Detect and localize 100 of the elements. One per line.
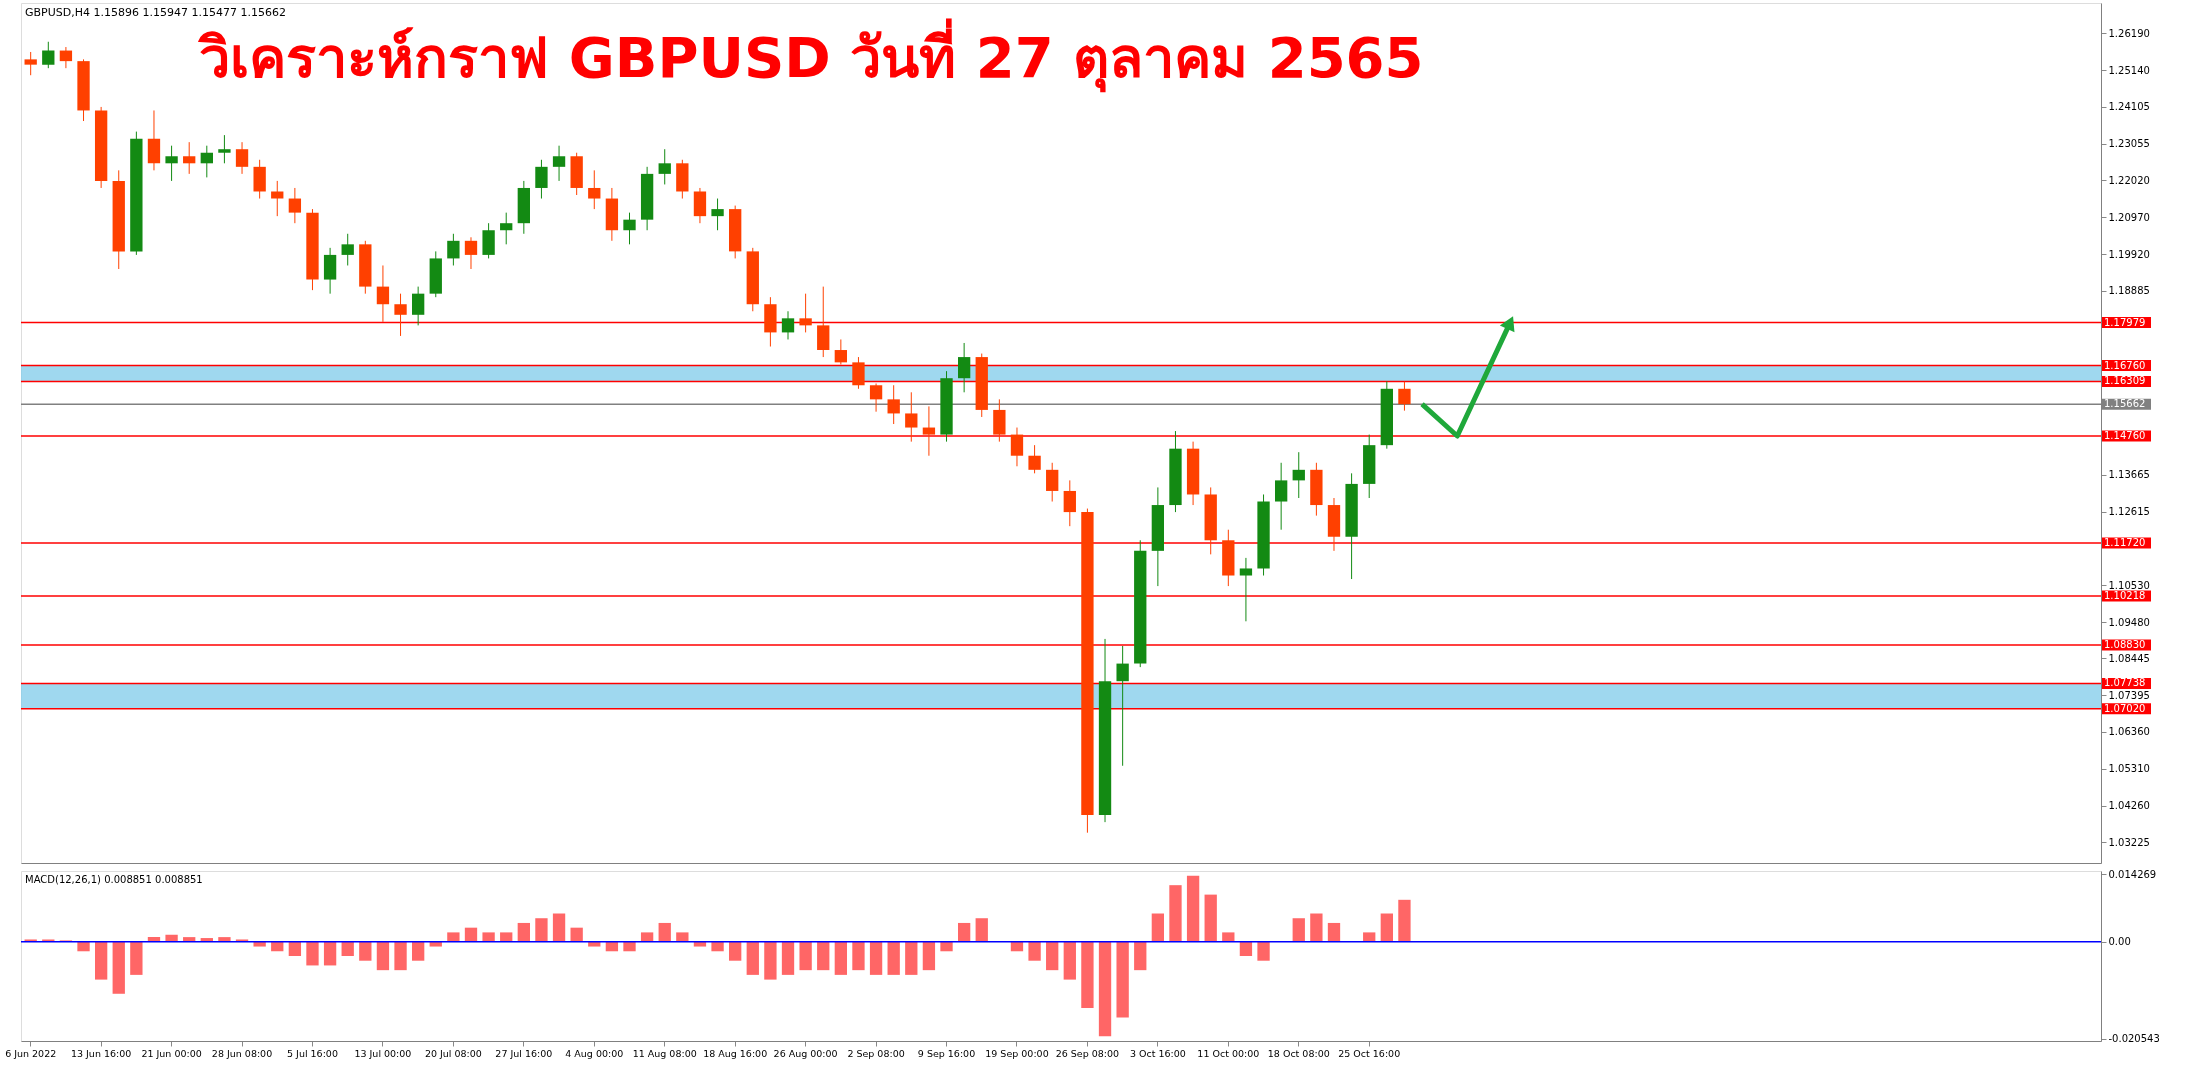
- candlestick: [887, 384, 900, 425]
- candlestick: [218, 134, 231, 164]
- ref-line-label: 1.11720: [2104, 537, 2146, 549]
- bar: [1116, 941, 1129, 1018]
- candlestick: [922, 405, 936, 457]
- candlestick: [235, 141, 249, 175]
- candlestick: [183, 141, 196, 175]
- x-tick-label: 13 Jun 16:00: [70, 1047, 132, 1059]
- bar: [376, 941, 390, 971]
- bar: [1028, 941, 1041, 961]
- candlestick: [464, 236, 478, 270]
- bar: [975, 918, 988, 942]
- bar: [817, 941, 830, 971]
- ref-line-label: 1.17979: [2104, 316, 2146, 328]
- candlestick: [42, 41, 55, 69]
- candlestick: [711, 198, 724, 231]
- candlestick: [200, 145, 213, 178]
- candlestick: [165, 145, 178, 182]
- x-tick-label: 21 Jun 00:00: [141, 1047, 202, 1059]
- ref-line-label: 1.16309: [2104, 375, 2146, 387]
- candlestick: [1046, 462, 1059, 503]
- x-tick-label: 25 Oct 16:00: [1338, 1047, 1401, 1059]
- candlestick: [411, 286, 425, 326]
- x-tick-label: 20 Jul 08:00: [424, 1047, 482, 1059]
- bar: [746, 941, 759, 975]
- bar: [922, 941, 936, 971]
- bar: [781, 941, 795, 975]
- bar: [905, 941, 918, 975]
- y-tick-label: 1.23055: [2108, 138, 2150, 150]
- y-tick-label: 1.05310: [2108, 763, 2150, 775]
- candlestick: [552, 145, 566, 182]
- bar: [869, 941, 883, 975]
- x-tick-label: 27 Jul 16:00: [495, 1047, 553, 1059]
- bar: [799, 941, 812, 971]
- candlestick: [834, 338, 848, 365]
- candlestick: [869, 383, 883, 413]
- y-tick-label: 1.10530: [2108, 579, 2150, 591]
- y-tick-label: 1.26190: [2108, 27, 2150, 39]
- bar: [764, 941, 777, 980]
- bar: [482, 932, 495, 942]
- bar: [1186, 875, 1200, 942]
- bar: [1169, 885, 1182, 942]
- bar: [676, 932, 689, 942]
- y-tick-label: 0.00: [2108, 936, 2131, 948]
- candlestick: [658, 148, 671, 185]
- bar: [517, 922, 530, 942]
- candlestick: [341, 233, 354, 266]
- bar: [887, 941, 900, 975]
- y-tick-label: 1.04260: [2108, 800, 2150, 812]
- candlestick: [623, 212, 636, 245]
- bar: [852, 941, 865, 971]
- bar: [359, 941, 372, 961]
- candlestick: [288, 187, 302, 224]
- candlestick: [852, 356, 865, 390]
- bar: [112, 941, 125, 994]
- x-tick-label: 26 Sep 08:00: [1055, 1047, 1120, 1059]
- bar: [535, 918, 548, 942]
- ref-line-label: 1.14760: [2104, 429, 2146, 441]
- x-tick-label: 19 Sep 00:00: [985, 1047, 1049, 1059]
- bar: [77, 941, 90, 952]
- y-tick-label: 1.22020: [2108, 174, 2150, 186]
- bar: [130, 941, 143, 975]
- candlestick: [905, 391, 918, 443]
- y-tick-label: 1.09480: [2108, 616, 2150, 628]
- bar: [1292, 918, 1305, 942]
- bar: [500, 932, 513, 942]
- ref-line-label: 1.16760: [2104, 359, 2146, 371]
- candlestick: [1398, 381, 1411, 412]
- bar: [306, 941, 319, 966]
- bar: [1204, 894, 1217, 942]
- bar: [1257, 941, 1270, 961]
- bar: [1398, 899, 1411, 942]
- y-tick-label: 1.08445: [2108, 652, 2150, 664]
- candlestick: [1292, 451, 1305, 499]
- y-tick-label: 1.06360: [2108, 726, 2150, 738]
- ref-line-label: 1.07738: [2104, 677, 2146, 689]
- candlestick: [447, 233, 460, 266]
- y-tick-label: 1.12615: [2108, 506, 2150, 518]
- bar: [1063, 941, 1076, 980]
- x-tick-label: 18 Oct 08:00: [1267, 1047, 1330, 1059]
- candlestick: [1063, 479, 1076, 527]
- x-tick-label: 5 Jul 16:00: [287, 1047, 338, 1059]
- x-tick-label: 11 Aug 08:00: [632, 1047, 697, 1059]
- candlestick: [1239, 557, 1253, 622]
- bar: [1327, 922, 1341, 942]
- x-tick-label: 2 Sep 08:00: [847, 1047, 905, 1059]
- bar: [1134, 941, 1147, 971]
- y-tick-label: 1.13665: [2108, 469, 2150, 481]
- x-tick-label: 6 Jun 2022: [5, 1047, 57, 1059]
- chart-subtitle: GBPUSD,H4 1.15896 1.15947 1.15477 1.15662: [25, 6, 286, 19]
- bar: [323, 941, 337, 966]
- x-tick-label: 13 Jul 00:00: [354, 1047, 412, 1059]
- candlestick: [394, 293, 407, 337]
- bar: [729, 941, 742, 961]
- chart-title: วิเคราะห์กราฟ GBPUSD วันที่ 27 ตุลาคม 2565: [198, 18, 1424, 93]
- bar: [94, 941, 108, 980]
- bar: [447, 932, 460, 942]
- bar: [1046, 941, 1059, 971]
- y-tick-label: 1.24105: [2108, 101, 2150, 113]
- y-tick-label: 1.19920: [2108, 248, 2150, 260]
